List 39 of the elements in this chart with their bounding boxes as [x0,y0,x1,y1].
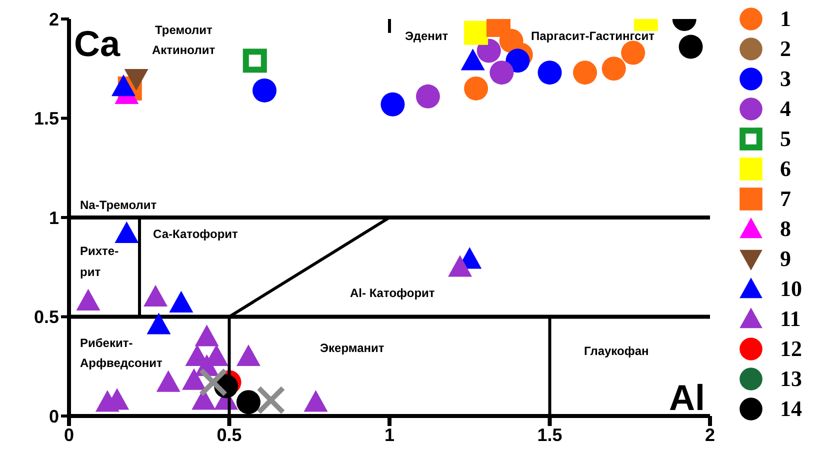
legend-label: 9 [780,246,791,272]
legend-label: 11 [780,306,801,332]
legend-label: 10 [780,276,802,302]
legend-label: 8 [780,216,791,242]
legend-label: 4 [780,96,791,122]
legend-label: 14 [780,396,802,422]
annotation: Са-Катофорит [153,227,238,241]
x-tick-label: 0 [64,424,74,445]
y-tick-label: 0.5 [34,307,59,328]
x-tick-label: 0.5 [216,424,242,445]
y-tick-label: 0 [48,406,59,426]
y-tick-label: 1.5 [34,108,59,129]
legend-label: 7 [780,186,791,212]
legend-label: 1 [780,6,791,32]
x-tick-label: 1.5 [537,424,562,445]
legend-label: 3 [780,66,791,92]
annotation: Глаукофан [584,344,649,358]
y-axis-title: Ca [74,23,121,64]
legend-label: 12 [780,336,802,362]
x-tick-label: 1 [384,424,395,445]
annotation: рит [80,265,101,279]
annotation: Актинолит [152,43,216,57]
annotation: Рихте- [80,244,119,258]
legend-label: 13 [780,366,802,392]
annotation: Al- Катофорит [350,286,435,300]
x-axis-title: Al [669,377,705,418]
y-tick-label: 2 [48,9,59,30]
legend-label: 2 [780,36,791,62]
annotation: Na-Тремолит [80,198,157,212]
annotation: Арфведсонит [80,356,162,370]
y-tick-label: 1 [48,208,59,228]
annotation: Эденит [405,29,448,43]
annotation: Тремолит [155,23,212,37]
annotation: Паргасит-Гастингсит [531,29,655,43]
x-tick-label: 2 [704,424,716,445]
annotation: Рибекит- [80,336,133,350]
annotation: Экерманит [320,341,384,355]
legend-label: 6 [780,156,791,182]
legend-label: 5 [780,126,791,152]
